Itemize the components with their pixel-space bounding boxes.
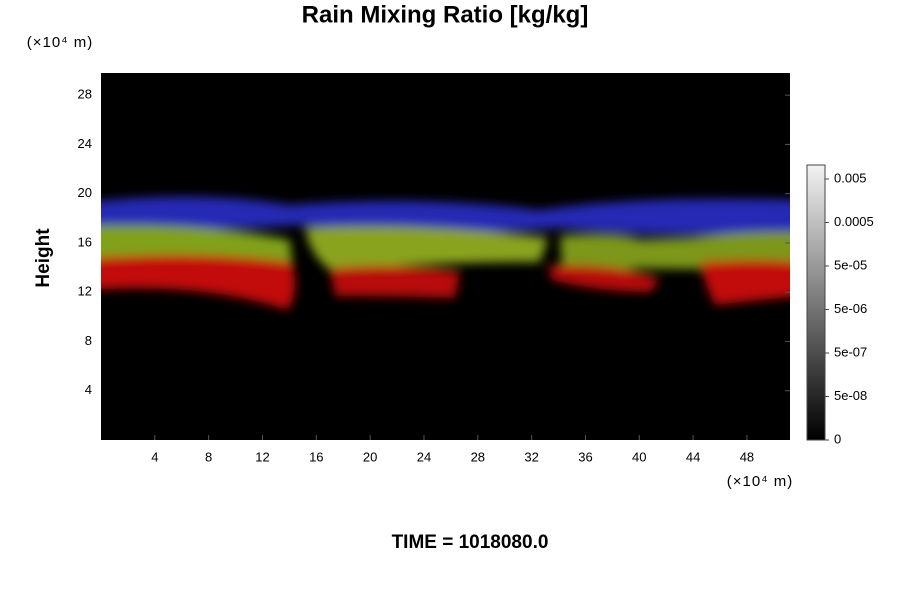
y-tick-label: 20 bbox=[78, 185, 92, 200]
colorbar-tick-label: 5e-08 bbox=[834, 388, 867, 403]
x-unit: (×10⁴ m) bbox=[727, 473, 794, 490]
x-tick-label: 4 bbox=[151, 449, 158, 464]
colorbar-tick-label: 5e-06 bbox=[834, 301, 867, 316]
x-tick-label: 40 bbox=[632, 449, 646, 464]
y-tick-label: 12 bbox=[78, 284, 92, 299]
x-tick-label: 32 bbox=[524, 449, 538, 464]
y-tick-label: 4 bbox=[85, 382, 92, 397]
y-axis-label: Height bbox=[33, 228, 54, 288]
time-label: TIME = 1018080.0 bbox=[392, 532, 549, 553]
colorbar bbox=[806, 164, 826, 441]
chart-title: Rain Mixing Ratio [kg/kg] bbox=[302, 1, 589, 28]
colorbar-tick-label: 0.0005 bbox=[834, 214, 874, 229]
y-tick-label: 16 bbox=[78, 234, 92, 249]
x-tick-label: 8 bbox=[205, 449, 212, 464]
field bbox=[101, 196, 790, 310]
colorbar-tick-label: 0 bbox=[834, 431, 841, 446]
x-tick-label: 12 bbox=[255, 449, 269, 464]
y-tick-label: 28 bbox=[78, 87, 92, 102]
x-tick-label: 48 bbox=[740, 449, 754, 464]
x-tick-label: 24 bbox=[417, 449, 431, 464]
y-tick-label: 8 bbox=[85, 333, 92, 348]
colorbar-tick-label: 0.005 bbox=[834, 170, 867, 185]
colorbar-tick-label: 5e-07 bbox=[834, 344, 867, 359]
x-tick-label: 44 bbox=[686, 449, 700, 464]
x-tick-label: 36 bbox=[578, 449, 592, 464]
y-tick-label: 24 bbox=[78, 136, 92, 151]
x-tick-label: 28 bbox=[471, 449, 485, 464]
x-tick-label: 16 bbox=[309, 449, 323, 464]
x-tick-label: 20 bbox=[363, 449, 377, 464]
colorbar-tick-label: 5e-05 bbox=[834, 257, 867, 272]
y-unit: (×10⁴ m) bbox=[27, 34, 94, 51]
